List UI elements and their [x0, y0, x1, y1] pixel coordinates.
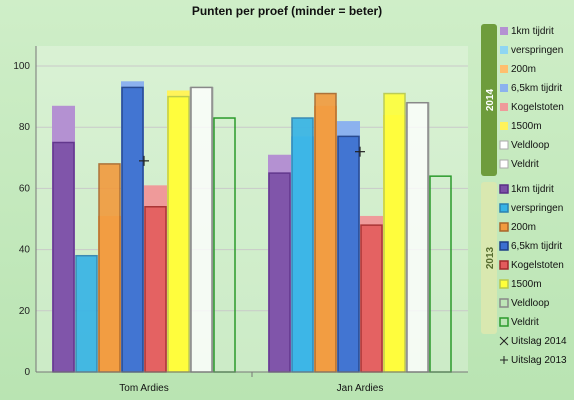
- legend-group-label: 2013: [485, 246, 496, 269]
- legend-group-label: 2014: [485, 88, 496, 111]
- legend-swatch: [499, 184, 509, 194]
- bar-2013: [268, 172, 291, 373]
- y-tick-label: 60: [19, 183, 31, 194]
- legend-label: verspringen: [511, 203, 563, 214]
- legend-swatch: [499, 159, 509, 169]
- chart-title: Punten per proef (minder = beter): [192, 4, 382, 18]
- bar-2013: [383, 92, 406, 373]
- y-tick-label: 80: [19, 122, 31, 133]
- legend-group-2014: [481, 24, 497, 176]
- bar-2013: [360, 224, 383, 373]
- bars: [52, 81, 452, 373]
- y-tick-label: 0: [24, 367, 30, 378]
- legend-label: Uitslag 2013: [511, 355, 567, 366]
- bar-2013: [291, 117, 314, 373]
- bar-2013: [144, 206, 167, 373]
- legend-swatch: [500, 103, 508, 111]
- legend-label: Kogelstoten: [511, 260, 564, 271]
- y-tick-label: 20: [19, 306, 31, 317]
- legend-label: 1km tijdrit: [511, 184, 554, 195]
- legend-swatch: [500, 27, 508, 35]
- legend-swatch: [499, 279, 509, 289]
- legend-label: 1km tijdrit: [511, 26, 554, 37]
- legend-label: Veldloop: [511, 298, 550, 309]
- legend-group-2013: [481, 182, 497, 334]
- legend-label: Veldrit: [511, 317, 539, 328]
- legend-swatch: [500, 65, 508, 73]
- legend-label: Uitslag 2014: [511, 336, 567, 347]
- category-label: Jan Ardies: [337, 383, 384, 394]
- legend-label: 1500m: [511, 121, 542, 132]
- bar-2013: [337, 135, 360, 373]
- axes: 0 20 40 60 80 100 Tom Ardies Jan Ardies: [13, 46, 468, 394]
- bar-2013: [98, 163, 121, 373]
- legend-swatch: [499, 203, 509, 213]
- y-tick-label: 100: [13, 61, 30, 72]
- bar-2013: [52, 141, 75, 373]
- category-label: Tom Ardies: [119, 383, 168, 394]
- legend-label: 1500m: [511, 279, 542, 290]
- legend-swatch: [500, 46, 508, 54]
- bar-2013: [314, 92, 337, 373]
- legend-label: 6,5km tijdrit: [511, 83, 562, 94]
- bar-2014: [405, 102, 430, 373]
- legend-label: 200m: [511, 64, 536, 75]
- legend-label: Kogelstoten: [511, 102, 564, 113]
- legend-marker: [499, 336, 509, 346]
- bar-2014: [189, 86, 214, 373]
- legend-label: verspringen: [511, 45, 563, 56]
- legend-swatch: [499, 140, 509, 150]
- legend: 2014 1km tijdrit verspringen 200m 6,5km tijd…: [481, 24, 567, 366]
- legend-swatch: [499, 260, 509, 270]
- legend-swatch: [499, 317, 509, 327]
- legend-label: Veldrit: [511, 159, 539, 170]
- bar-2013: [75, 254, 98, 373]
- legend-label: Veldloop: [511, 140, 550, 151]
- legend-swatch: [500, 84, 508, 92]
- legend-swatch: [500, 122, 508, 130]
- legend-swatch: [499, 298, 509, 308]
- bar-2013: [167, 95, 190, 373]
- y-tick-label: 40: [19, 245, 31, 256]
- bar-2013: [121, 86, 144, 373]
- legend-label: 6,5km tijdrit: [511, 241, 562, 252]
- legend-label: 200m: [511, 222, 536, 233]
- legend-swatch: [499, 241, 509, 251]
- legend-swatch: [499, 222, 509, 232]
